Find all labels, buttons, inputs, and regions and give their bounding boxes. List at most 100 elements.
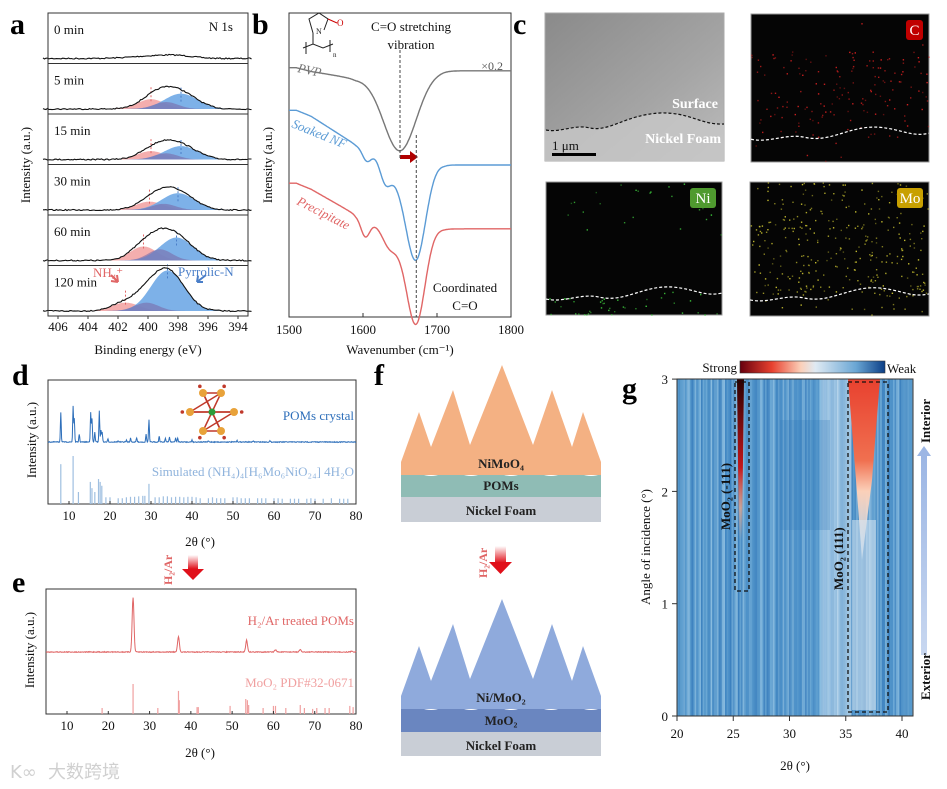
c-map-dot <box>835 265 837 268</box>
g-heatmap-column <box>877 379 879 716</box>
c-map-dot <box>792 201 794 203</box>
c-map-dot <box>774 224 777 226</box>
c-map-dot <box>901 275 903 278</box>
c-map-dot <box>849 51 851 54</box>
c-map-dot <box>767 182 770 184</box>
c-map-dot <box>851 308 853 310</box>
g-heatmap-column <box>717 379 719 716</box>
panelD-pattern-line <box>47 405 357 444</box>
c-map-dot <box>912 288 914 291</box>
c-map-dot <box>845 237 847 239</box>
c-map-dot <box>815 83 817 85</box>
c-map-dot <box>844 184 846 186</box>
c-map-dot <box>861 23 863 25</box>
c-map-dot <box>887 229 889 231</box>
g-heatmap-column <box>837 379 839 716</box>
g-heatmap-column <box>688 379 690 716</box>
c-map-dot <box>889 253 891 255</box>
c-map-dot <box>720 234 722 236</box>
c-map-dot <box>776 107 779 109</box>
c-map-dot <box>762 292 765 294</box>
pom-oxygen <box>222 435 226 440</box>
c-map-dot <box>875 269 878 271</box>
c-map-dot <box>806 154 809 157</box>
b-label-pvp: PVP <box>295 60 322 80</box>
c-map-dot <box>784 227 786 229</box>
g-heatmap-column <box>712 379 714 716</box>
g-x-tick-label: 35 <box>839 726 852 741</box>
g-heatmap-column <box>880 379 882 716</box>
g-heatmap-column <box>771 379 774 716</box>
d-xlabel: 2θ (°) <box>185 534 215 549</box>
c-map-dot <box>859 257 861 260</box>
c-map-dot <box>878 76 880 78</box>
c-map-dot <box>852 103 854 105</box>
c-map-dot <box>874 292 876 294</box>
c-map-dot <box>805 211 808 214</box>
g-heatmap-column <box>701 379 703 716</box>
c-map-dot <box>858 246 860 248</box>
c-map-dot <box>832 220 834 223</box>
c-map-dot <box>911 223 913 226</box>
g-peak-111-lower <box>852 520 876 710</box>
c-map-dot <box>860 102 863 104</box>
c-map-dot <box>912 271 914 273</box>
g-heatmap-column <box>785 379 788 716</box>
c-map-dot <box>614 311 616 313</box>
c-map-dot <box>922 91 924 94</box>
c-map-dot <box>803 264 805 267</box>
c-map-dot <box>848 98 850 100</box>
c-map-dot <box>781 307 784 309</box>
c-map-dot <box>892 303 895 306</box>
c-map-dot <box>891 262 893 264</box>
c-map-dot <box>780 265 782 267</box>
c-map-dot <box>905 185 908 187</box>
c-map-dot <box>917 259 920 261</box>
g-heatmap-dark-region <box>780 420 830 530</box>
f-after-base-label: Nickel Foam <box>466 738 537 753</box>
c-map-dot <box>806 225 808 227</box>
b-atom-n: N <box>316 27 322 36</box>
c-map-dot <box>867 136 870 138</box>
watermark: 大数跨境 <box>48 762 120 783</box>
a-envelope-line <box>42 267 252 313</box>
panelD-x-tick-label: 20 <box>104 508 117 523</box>
f-after-top-label: Ni/MoO₂ <box>476 690 525 705</box>
c-map-dot <box>871 314 873 316</box>
c-map-dot <box>801 255 803 257</box>
c-map-dot <box>888 217 890 219</box>
c-badge-C <box>906 20 923 40</box>
c-map-dot <box>904 115 906 117</box>
c-map-dot <box>840 156 842 158</box>
c-map-dot <box>815 306 817 308</box>
c-map-dot <box>901 248 903 250</box>
panelE-x-tick-label: 30 <box>143 718 156 733</box>
c-map-dot <box>861 228 863 230</box>
c-map-dot <box>815 270 817 272</box>
c-map-dot <box>822 182 824 184</box>
c-map-dot <box>910 97 912 99</box>
pvp-structure-icon: N O n <box>302 12 344 59</box>
c-map-dot <box>872 281 874 283</box>
c-map-dot <box>645 305 647 307</box>
c-map-dot <box>884 100 887 103</box>
g-heatmap-column <box>745 379 748 716</box>
g-depth-arrow-shaft <box>921 455 927 655</box>
c-map-dot <box>767 247 769 249</box>
c-map-dot <box>782 203 784 205</box>
g-heatmap-column <box>715 379 718 716</box>
c-map-dot <box>872 60 874 62</box>
c-map-dot <box>828 286 831 288</box>
c-map-dot <box>846 227 848 229</box>
c-map-dot <box>853 59 855 61</box>
c-map-dot <box>896 217 898 219</box>
g-heatmap-column <box>729 379 732 716</box>
g-heatmap-column <box>726 379 729 716</box>
c-map-dot <box>705 218 708 221</box>
c-map-dot <box>823 274 825 276</box>
c-map-dot <box>852 56 854 59</box>
c-map-dot <box>820 210 822 212</box>
c-map-dot <box>799 287 802 289</box>
g-heatmap-column <box>774 379 777 716</box>
c-map-dot <box>890 80 892 82</box>
